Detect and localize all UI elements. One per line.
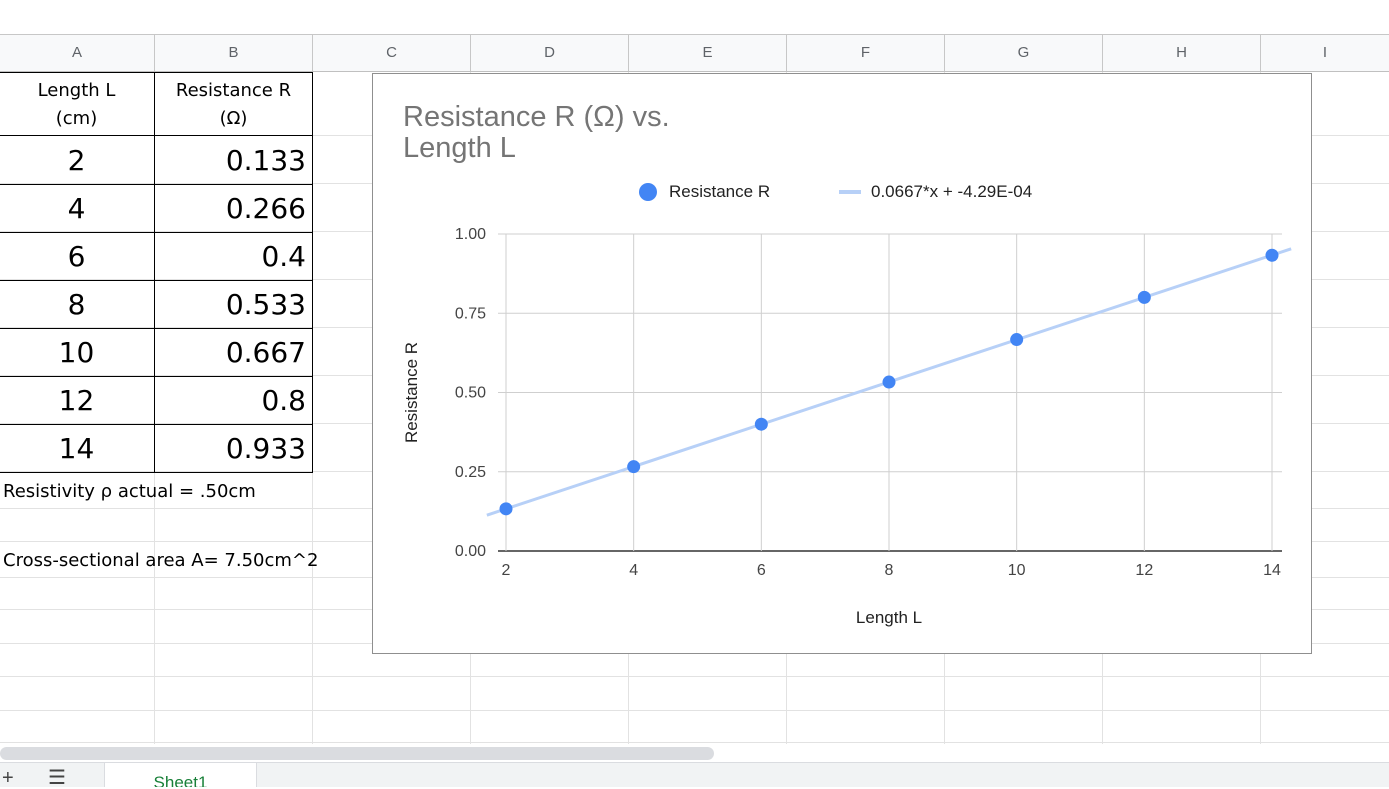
cell-length[interactable]: 2 (0, 135, 155, 185)
data-point (1265, 248, 1279, 262)
column-header-g[interactable]: G (945, 35, 1103, 71)
cell-length[interactable]: 6 (0, 232, 155, 281)
column-header-e[interactable]: E (629, 35, 787, 71)
x-tick-label: 6 (757, 562, 766, 579)
scrollbar-thumb[interactable] (0, 747, 714, 760)
legend-line-icon (839, 190, 861, 194)
cell-length[interactable]: 14 (0, 424, 155, 473)
x-tick-label: 2 (502, 562, 511, 579)
x-tick-label: 4 (629, 562, 638, 579)
cell-length[interactable]: 12 (0, 376, 155, 425)
column-header-h[interactable]: H (1103, 35, 1261, 71)
data-point (882, 375, 896, 389)
cell-length[interactable]: 10 (0, 328, 155, 377)
column-header-c[interactable]: C (313, 35, 471, 71)
cell-resistance[interactable]: 0.933 (154, 424, 313, 473)
chart-title: Resistance R (Ω) vs. Length L (403, 101, 670, 164)
y-tick-label: 0.75 (455, 305, 486, 322)
data-point (754, 417, 768, 431)
data-point (627, 460, 641, 474)
y-tick-label: 1.00 (455, 226, 486, 243)
y-axis-label: Resistance R (402, 342, 421, 443)
resistivity-note[interactable]: Resistivity ρ actual = .50cm (3, 481, 256, 502)
legend-trendline-label: 0.0667*x + -4.29E-04 (871, 182, 1033, 201)
all-sheets-menu-icon[interactable]: ☰ (48, 767, 66, 789)
chart-legend: Resistance R 0.0667*x + -4.29E-04 (373, 182, 1311, 206)
data-point (1010, 333, 1024, 347)
x-tick-label: 10 (1008, 562, 1026, 579)
legend-dot-icon (639, 183, 657, 201)
legend-item-series: Resistance R (639, 182, 770, 202)
x-tick-label: 8 (885, 562, 894, 579)
y-tick-label: 0.50 (455, 385, 486, 402)
cell-resistance[interactable]: 0.266 (154, 184, 313, 233)
cell-resistance[interactable]: 0.533 (154, 280, 313, 329)
cell-resistance[interactable]: 0.133 (154, 135, 313, 185)
column-header-bar: A B C D E F G H I (0, 34, 1389, 72)
area-note[interactable]: Cross-sectional area A= 7.50cm^2 (3, 550, 319, 571)
legend-series-label: Resistance R (669, 182, 771, 201)
x-axis-label: Length L (856, 608, 922, 627)
legend-item-trendline: 0.0667*x + -4.29E-04 (839, 182, 1032, 202)
cell-resistance[interactable]: 0.8 (154, 376, 313, 425)
y-tick-label: 0.25 (455, 464, 486, 481)
cell-length[interactable]: 8 (0, 280, 155, 329)
data-point (499, 502, 513, 516)
sheet-tab-sheet1[interactable]: Sheet1 (104, 763, 257, 787)
column-header-f[interactable]: F (787, 35, 945, 71)
column-header-b[interactable]: B (155, 35, 313, 71)
column-header-a[interactable]: A (0, 35, 155, 71)
data-point (1137, 290, 1151, 304)
y-tick-label: 0.00 (455, 543, 486, 560)
embedded-chart[interactable]: Resistance R (Ω) vs. Length L Resistance… (372, 73, 1312, 654)
x-tick-label: 12 (1135, 562, 1153, 579)
cell-resistance[interactable]: 0.667 (154, 328, 313, 377)
column-header-d[interactable]: D (471, 35, 629, 71)
cell-length[interactable]: 4 (0, 184, 155, 233)
cell-a1-length-header[interactable]: Length L (cm) (0, 72, 155, 136)
chart-plot: 0.00 0.25 0.50 0.75 1.00 2 4 6 8 10 12 14 Length L Re… (402, 226, 1292, 627)
cell-b1-resistance-header[interactable]: Resistance R (Ω) (154, 72, 313, 136)
add-sheet-icon[interactable]: + (2, 767, 14, 789)
column-header-i[interactable]: I (1322, 44, 1328, 61)
x-tick-label: 14 (1263, 562, 1281, 579)
cell-resistance[interactable]: 0.4 (154, 232, 313, 281)
